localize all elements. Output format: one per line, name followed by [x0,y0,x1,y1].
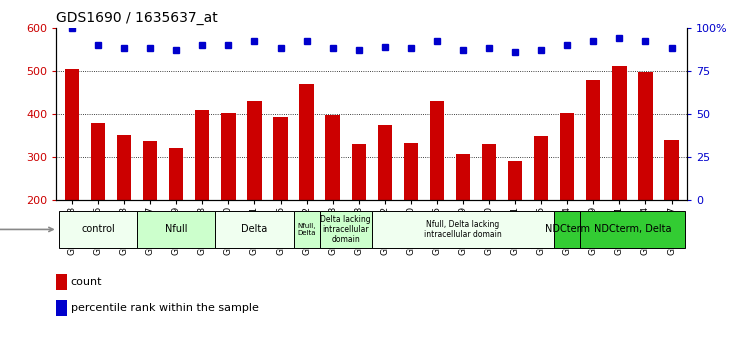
Text: count: count [71,277,102,287]
FancyBboxPatch shape [320,211,372,248]
FancyBboxPatch shape [59,211,137,248]
FancyBboxPatch shape [581,211,685,248]
Bar [456,155,470,200]
FancyBboxPatch shape [372,211,554,248]
Bar [378,125,392,200]
Text: NDCterm: NDCterm [544,225,590,234]
Bar [91,124,105,200]
Bar [117,135,131,200]
Bar [560,113,575,200]
Text: percentile rank within the sample: percentile rank within the sample [71,303,258,313]
Bar [482,144,496,200]
Bar [143,141,158,200]
Bar [300,84,314,200]
Text: Delta lacking
intracellular
domain: Delta lacking intracellular domain [321,215,371,244]
Text: Nfull, Delta lacking
intracellular domain: Nfull, Delta lacking intracellular domai… [424,220,502,239]
Bar [247,101,261,200]
FancyBboxPatch shape [554,211,581,248]
FancyBboxPatch shape [216,211,294,248]
Bar [534,136,548,200]
Text: Nfull,
Delta: Nfull, Delta [297,223,316,236]
Bar [430,101,444,200]
Text: protocol: protocol [0,225,53,234]
Bar [169,148,183,200]
Bar [612,66,626,200]
Bar [325,115,339,200]
Text: GDS1690 / 1635637_at: GDS1690 / 1635637_at [56,11,218,25]
Bar [195,110,210,200]
Bar [351,145,366,200]
Bar [638,72,653,200]
Bar [665,140,679,200]
Text: NDCterm, Delta: NDCterm, Delta [594,225,671,234]
Bar [404,143,418,200]
Bar [508,161,522,200]
Text: control: control [81,225,115,234]
Bar [56,274,67,290]
Bar [586,80,601,200]
Bar [273,117,288,200]
Text: Nfull: Nfull [165,225,188,234]
FancyBboxPatch shape [294,211,320,248]
Bar [65,69,79,200]
FancyBboxPatch shape [137,211,216,248]
Bar [222,112,236,200]
Text: Delta: Delta [241,225,267,234]
Bar [56,300,67,316]
